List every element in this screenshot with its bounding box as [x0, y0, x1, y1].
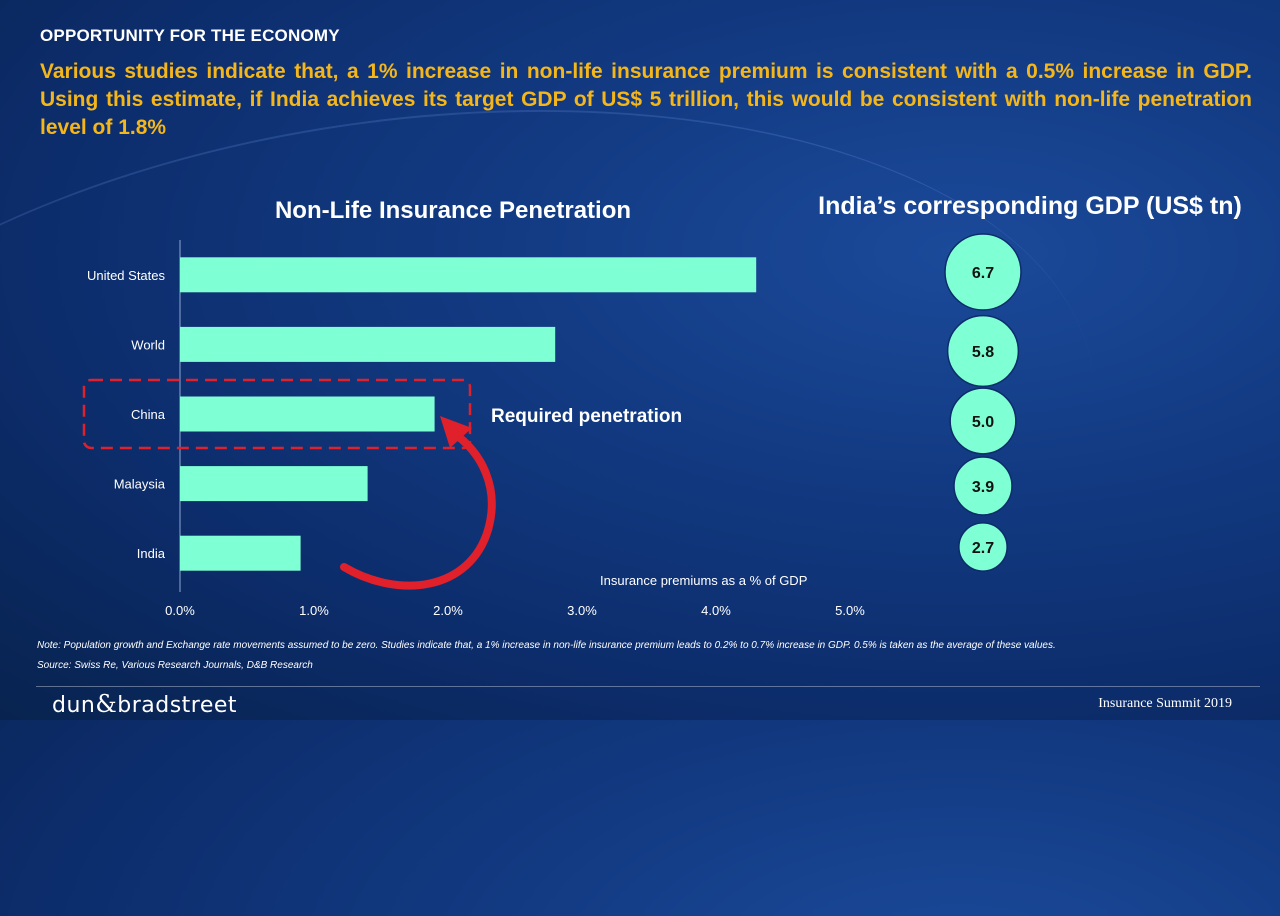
x-tick-label: 0.0%	[165, 603, 195, 618]
logo-text-right: bradstreet	[117, 693, 238, 718]
company-logo: dun&bradstreet	[52, 690, 237, 718]
x-tick-label: 1.0%	[299, 603, 329, 618]
arrow-head	[440, 416, 472, 448]
gdp-bubble	[944, 233, 1022, 311]
gdp-bubble	[946, 314, 1020, 388]
gdp-bubble-label: 3.9	[972, 479, 994, 496]
bar-china	[180, 396, 435, 432]
footnote: Note: Population growth and Exchange rat…	[37, 640, 1056, 651]
logo-text-left: dun	[52, 693, 96, 718]
footer-divider	[36, 686, 1260, 687]
event-name: Insurance Summit 2019	[1098, 696, 1232, 711]
category-label: India	[137, 546, 166, 561]
gdp-bubble-label: 5.8	[972, 344, 994, 361]
gdp-chart-title: India’s corresponding GDP (US$ tn)	[818, 192, 1242, 220]
category-label: Malaysia	[114, 477, 166, 492]
gdp-bubble-label: 5.0	[972, 414, 994, 431]
required-penetration-annotation: Required penetration	[491, 406, 683, 427]
gdp-bubble	[953, 456, 1013, 516]
section-heading: OPPORTUNITY FOR THE ECONOMY	[40, 26, 340, 45]
gdp-bubble-label: 2.7	[972, 540, 994, 557]
gdp-bubble-label: 6.7	[972, 265, 994, 282]
bar-united-states	[180, 257, 757, 293]
highlight-box	[82, 378, 472, 450]
chart-canvas: United States World China Malaysia India 0.0%…	[82, 233, 1022, 618]
logo-ampersand: &	[95, 690, 118, 718]
bar-world	[180, 326, 556, 362]
source-note: Source: Swiss Re, Various Research Journ…	[37, 660, 313, 671]
x-tick-label: 3.0%	[567, 603, 597, 618]
x-tick-label: 5.0%	[835, 603, 865, 618]
chart-title: Non-Life Insurance Penetration	[274, 197, 632, 224]
category-label: World	[131, 337, 165, 352]
category-label: China	[131, 407, 166, 422]
gdp-bubble	[958, 522, 1008, 572]
x-axis-label: Insurance premiums as a % of GDP	[600, 573, 808, 588]
bar-india	[180, 535, 301, 571]
intro-text: Various studies indicate that, a 1% incr…	[40, 60, 1252, 139]
x-tick-label: 4.0%	[701, 603, 731, 618]
x-tick-label: 2.0%	[433, 603, 463, 618]
gdp-bubble	[949, 387, 1017, 455]
bar-malaysia	[180, 466, 368, 502]
category-label: United States	[87, 268, 166, 283]
curved-arrow	[340, 428, 496, 590]
